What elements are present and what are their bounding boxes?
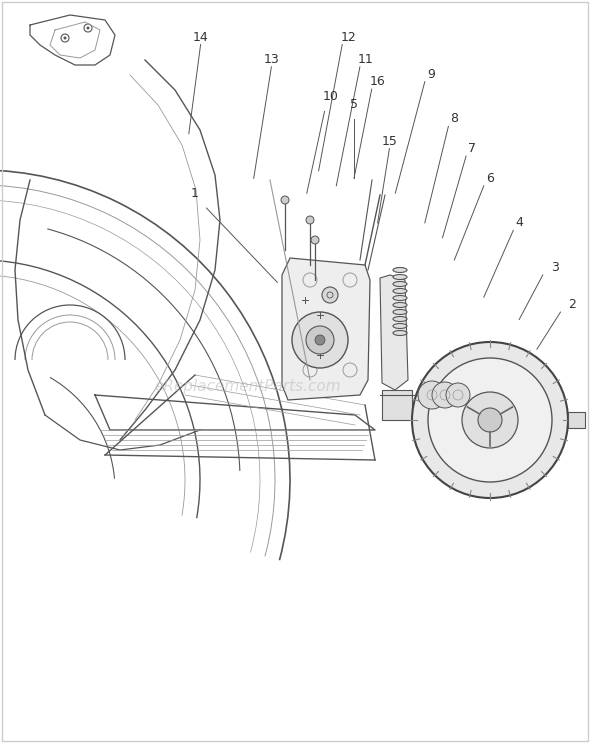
- Text: 11: 11: [358, 53, 373, 66]
- Text: 3: 3: [550, 261, 559, 274]
- Ellipse shape: [393, 331, 407, 336]
- Ellipse shape: [393, 267, 407, 273]
- Text: 1: 1: [191, 186, 199, 200]
- Text: 12: 12: [340, 30, 356, 44]
- Ellipse shape: [393, 288, 407, 293]
- Text: 16: 16: [370, 75, 385, 88]
- Circle shape: [306, 216, 314, 224]
- Circle shape: [64, 36, 67, 39]
- Text: 8: 8: [450, 112, 458, 126]
- Text: 15: 15: [382, 134, 397, 148]
- Circle shape: [87, 27, 90, 30]
- Circle shape: [322, 287, 338, 303]
- Circle shape: [462, 392, 518, 448]
- Circle shape: [306, 326, 334, 354]
- Circle shape: [412, 342, 568, 498]
- Text: 2: 2: [568, 298, 576, 311]
- Ellipse shape: [393, 323, 407, 328]
- Circle shape: [315, 335, 325, 345]
- Text: 4: 4: [515, 216, 523, 230]
- Polygon shape: [380, 275, 408, 390]
- Text: 9: 9: [427, 68, 435, 81]
- Circle shape: [292, 312, 348, 368]
- Circle shape: [446, 383, 470, 407]
- Circle shape: [428, 358, 552, 482]
- Circle shape: [478, 408, 502, 432]
- Circle shape: [281, 196, 289, 204]
- Ellipse shape: [393, 302, 407, 308]
- Ellipse shape: [393, 274, 407, 279]
- Circle shape: [311, 236, 319, 244]
- Text: 10: 10: [323, 90, 338, 103]
- Polygon shape: [568, 412, 585, 428]
- Text: 6: 6: [486, 172, 494, 185]
- Ellipse shape: [393, 282, 407, 287]
- Text: 13: 13: [264, 53, 279, 66]
- Text: 14: 14: [193, 30, 208, 44]
- Ellipse shape: [393, 296, 407, 300]
- Text: eReplacementParts.com: eReplacementParts.com: [155, 379, 341, 394]
- Polygon shape: [382, 390, 412, 420]
- Polygon shape: [282, 258, 370, 400]
- Ellipse shape: [393, 310, 407, 314]
- Circle shape: [432, 382, 458, 408]
- Text: 5: 5: [350, 97, 358, 111]
- Text: 7: 7: [468, 142, 476, 155]
- Circle shape: [418, 381, 446, 409]
- Ellipse shape: [393, 317, 407, 322]
